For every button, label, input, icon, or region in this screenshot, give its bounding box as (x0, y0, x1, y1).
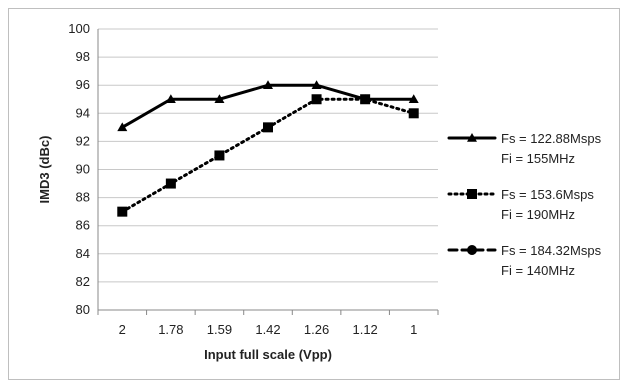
legend-label-line1: Fs = 153.6Msps (501, 187, 594, 202)
y-tick-label: 96 (76, 77, 90, 92)
data-point-s1 (408, 94, 419, 103)
x-tick-label: 1.59 (207, 322, 232, 337)
series-line-1 (120, 83, 416, 129)
series-layer (117, 80, 419, 217)
x-tick-label: 1 (410, 322, 417, 337)
data-point-s2 (263, 122, 273, 133)
data-point-s2 (165, 178, 176, 189)
legend-label-line2: Fi = 140MHz (501, 263, 575, 278)
legend-label-line1: Fs = 122.88Msps (501, 131, 602, 146)
y-tick-label: 92 (76, 133, 90, 148)
x-tick-label: 1.12 (352, 322, 377, 337)
y-tick-label: 84 (76, 246, 90, 261)
data-point-s1 (311, 80, 322, 89)
x-axis-title: Input full scale (Vpp) (204, 347, 332, 362)
x-tick-label: 1.78 (158, 322, 183, 337)
y-axis-title: IMD3 (dBc) (37, 136, 52, 204)
data-point-s1 (214, 94, 225, 103)
data-point-s2 (117, 206, 128, 217)
x-tick-labels: 2 1.78 1.59 1.42 1.26 1.12 1 (119, 322, 418, 337)
y-tick-label: 100 (68, 21, 90, 36)
legend-marker-2 (467, 189, 477, 199)
data-point-s1 (263, 80, 273, 89)
y-tick-label: 82 (76, 274, 90, 289)
chart-frame: 80 82 84 86 88 90 92 94 96 98 100 2 1.78 1.59 1.42 1.2… (8, 8, 620, 380)
legend-label-line1: Fs = 184.32Msps (501, 243, 602, 258)
y-tick-label: 80 (76, 302, 90, 317)
gridlines (98, 28, 438, 311)
legend-label-line2: Fi = 155MHz (501, 151, 575, 166)
data-point-s2 (214, 150, 225, 161)
data-point-s2 (311, 94, 322, 105)
data-point-s1 (360, 94, 371, 103)
y-tick-labels: 80 82 84 86 88 90 92 94 96 98 100 (68, 21, 90, 317)
x-tick-label: 2 (119, 322, 126, 337)
x-tick-label: 1.26 (304, 322, 329, 337)
series-line-2 (120, 97, 416, 214)
data-point-s2 (408, 108, 419, 119)
y-tick-label: 86 (76, 218, 90, 233)
x-tick-label: 1.42 (255, 322, 280, 337)
y-tick-label: 88 (76, 190, 90, 205)
data-point-s1 (117, 122, 128, 132)
data-point-s1 (165, 94, 176, 103)
axes (97, 29, 439, 315)
legend: Fs = 122.88Msps Fi = 155MHz Fs = 153.6Msps… (447, 131, 602, 278)
y-tick-label: 94 (76, 105, 90, 120)
imd3-line-chart: 80 82 84 86 88 90 92 94 96 98 100 2 1.78 1.59 1.42 1.2… (37, 21, 602, 362)
y-tick-label: 98 (76, 49, 90, 64)
legend-marker-3 (467, 245, 477, 255)
legend-label-line2: Fi = 190MHz (501, 207, 575, 222)
y-tick-label: 90 (76, 162, 90, 177)
legend-marker-1 (467, 133, 477, 142)
